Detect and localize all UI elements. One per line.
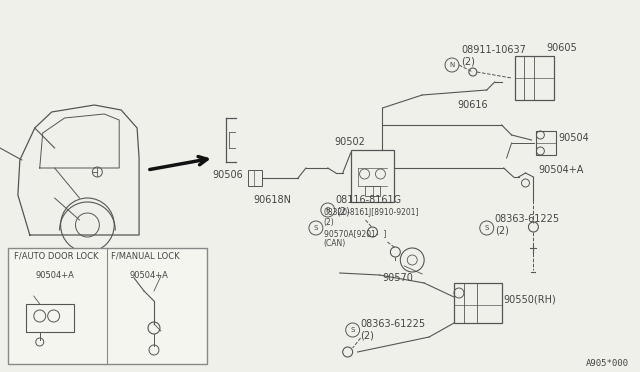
Text: 08363-61225
(2): 08363-61225 (2): [360, 319, 426, 341]
Bar: [515, 56, 554, 100]
Bar: [26, 304, 74, 332]
Text: 90550(RH): 90550(RH): [504, 295, 556, 305]
Text: 90504+A: 90504+A: [538, 165, 584, 175]
Text: 90504+A: 90504+A: [129, 272, 168, 280]
Text: 90618N: 90618N: [253, 195, 291, 205]
Bar: [8, 248, 207, 364]
Text: 90570: 90570: [383, 273, 413, 283]
Bar: [536, 131, 556, 155]
Bar: [365, 186, 380, 196]
Text: N: N: [449, 62, 454, 68]
Text: 08363-61225
(2): 08363-61225 (2): [495, 214, 560, 236]
Text: S: S: [314, 225, 318, 231]
Text: 90605: 90605: [547, 43, 577, 53]
Text: 90504+A: 90504+A: [36, 272, 75, 280]
Text: F/AUTO DOOR LOCK: F/AUTO DOOR LOCK: [14, 251, 99, 260]
Text: 90506: 90506: [212, 170, 243, 180]
Text: 08116-8161G
(2): 08116-8161G (2): [336, 195, 402, 217]
Text: R: R: [325, 207, 330, 213]
Bar: [454, 283, 502, 323]
Text: 08911-10637
(2): 08911-10637 (2): [461, 45, 526, 67]
Text: 08320-8161J[8910-9201]
(2)
90570A[9201-  ]
(CAN): 08320-8161J[8910-9201] (2) 90570A[9201- …: [324, 208, 419, 248]
Text: 90504: 90504: [558, 133, 589, 143]
Text: S: S: [351, 327, 355, 333]
Text: 90616: 90616: [457, 100, 488, 110]
Text: S: S: [484, 225, 489, 231]
Text: F/MANUAL LOCK: F/MANUAL LOCK: [111, 251, 180, 260]
Bar: [248, 170, 262, 186]
Text: A905*000: A905*000: [586, 359, 629, 368]
Text: 90502: 90502: [335, 137, 365, 147]
Bar: [351, 150, 394, 202]
